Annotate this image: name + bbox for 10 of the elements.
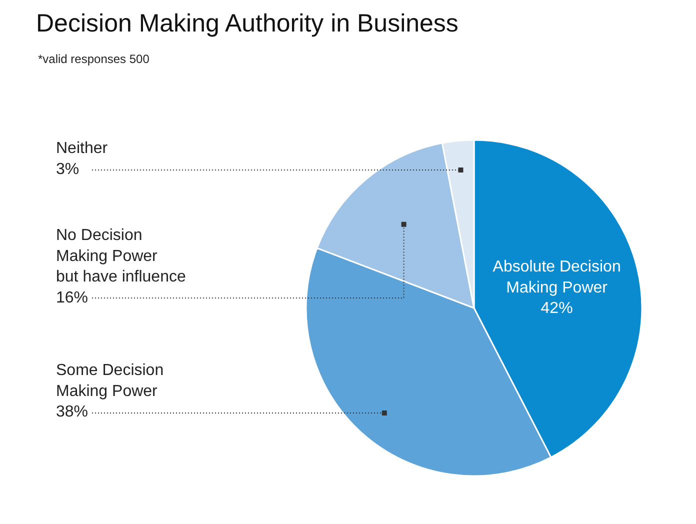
slice-label: No Decision Making Power but have influence xyxy=(56,227,186,286)
chart-subtitle: *valid responses 500 xyxy=(38,52,150,66)
data-label: 38% xyxy=(56,404,88,421)
data-label: 42% xyxy=(540,300,573,318)
slice-label: Absolute Decision Making Power xyxy=(492,258,621,296)
chart-title: Decision Making Authority in Business xyxy=(36,10,458,38)
data-label: 16% xyxy=(56,289,88,306)
data-label: 3% xyxy=(56,160,80,178)
slice-label: Neither xyxy=(56,140,108,157)
slice-label: Some Decision Making Power xyxy=(56,362,164,400)
